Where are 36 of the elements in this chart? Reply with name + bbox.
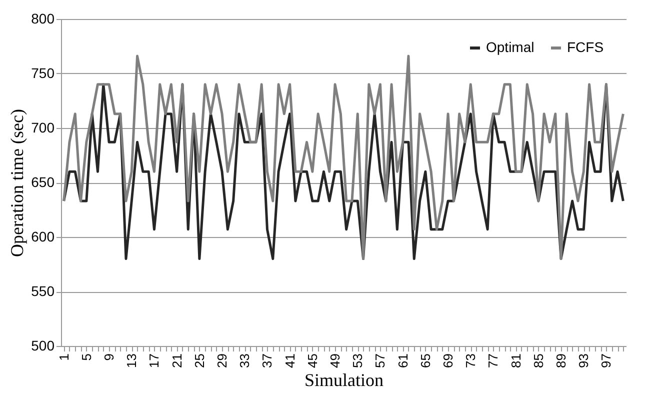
x-tick-label: 9: [102, 354, 117, 361]
x-tick-label: 17: [146, 354, 162, 368]
x-tick-label: 5: [78, 354, 94, 361]
x-tick-label: 57: [372, 354, 388, 368]
x-tick-label: 41: [282, 354, 298, 368]
x-tick-label: 37: [260, 354, 275, 368]
x-tick-label: 33: [237, 354, 252, 368]
x-tick-label: 61: [395, 354, 410, 368]
y-tick-label: 550: [31, 283, 55, 299]
x-tick-label: 85: [530, 354, 546, 368]
legend-label: Optimal: [486, 39, 534, 55]
y-tick-label: 500: [31, 338, 55, 354]
x-tick-label: 65: [418, 354, 433, 368]
x-tick-label: 45: [304, 354, 320, 368]
x-tick-label: 81: [508, 354, 524, 368]
x-tick-label: 49: [328, 354, 343, 368]
x-tick-label: 1: [56, 354, 72, 361]
x-tick-label: 21: [169, 354, 184, 368]
x-axis-title: Simulation: [304, 370, 384, 390]
x-tick-label: 69: [440, 354, 456, 368]
y-tick-label: 700: [31, 120, 55, 136]
x-tick-label: 73: [463, 354, 478, 368]
y-tick-label: 800: [31, 10, 55, 26]
y-tick-label: 650: [31, 174, 55, 190]
y-axis-title: Operation time (sec): [7, 109, 28, 257]
x-tick-label: 93: [576, 354, 592, 368]
x-tick-label: 13: [124, 354, 140, 368]
x-tick-label: 89: [554, 354, 569, 368]
x-tick-label: 97: [598, 354, 614, 368]
y-tick-label: 750: [31, 65, 55, 81]
x-tick-label: 53: [350, 354, 366, 368]
x-tick-label: 25: [192, 354, 207, 368]
y-tick-label: 600: [31, 228, 55, 244]
x-tick-label: 77: [486, 354, 501, 368]
legend-label: FCFS: [567, 39, 604, 55]
x-tick-label: 29: [214, 354, 230, 368]
